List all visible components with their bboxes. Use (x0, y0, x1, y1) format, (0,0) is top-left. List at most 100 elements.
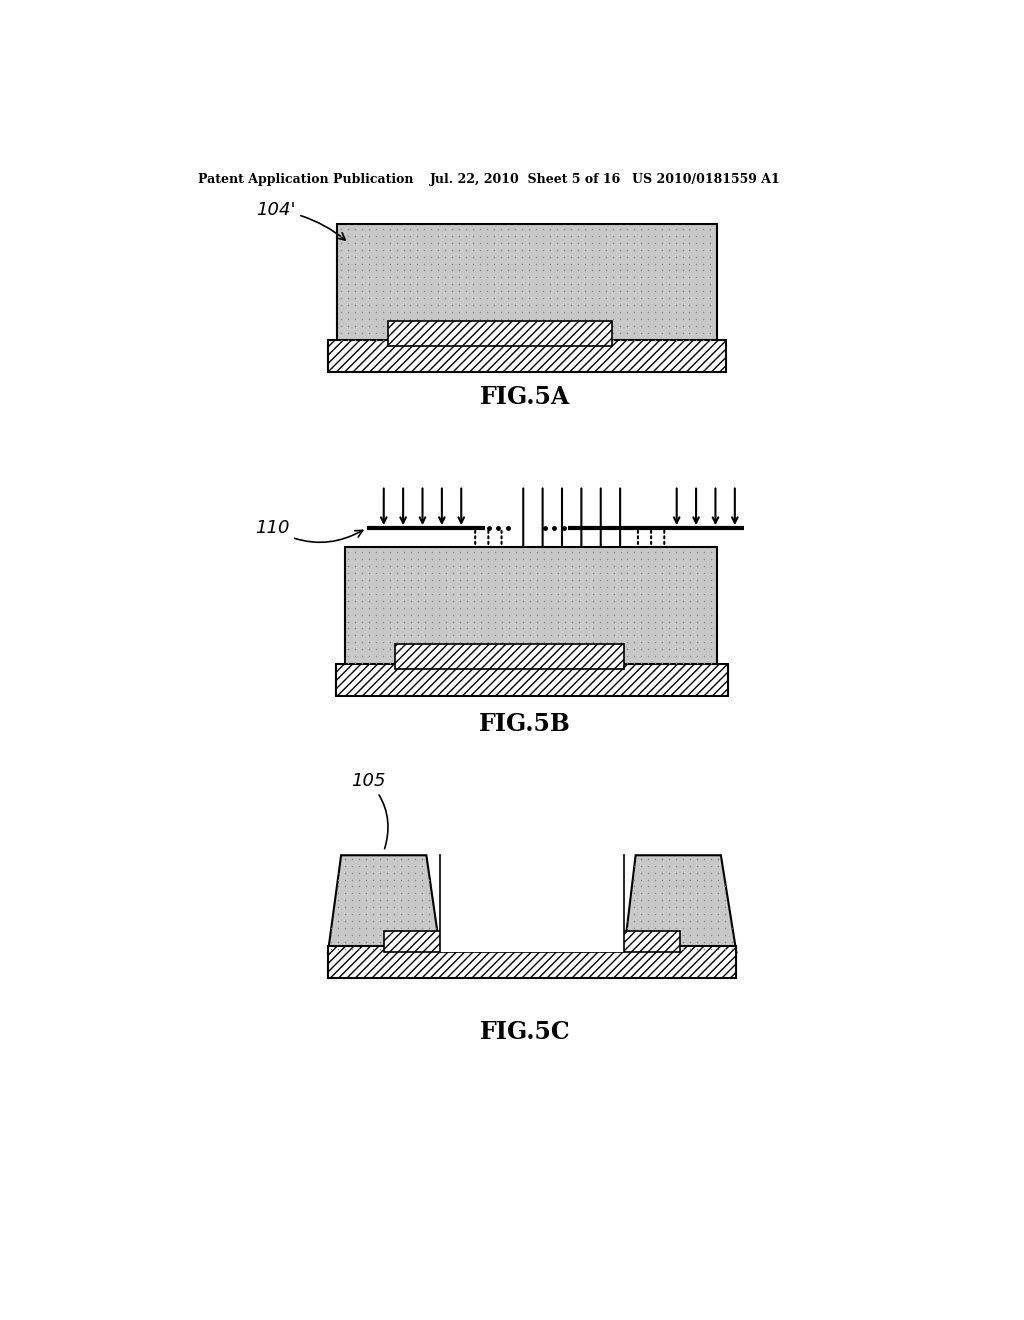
Point (535, 315, 551, 337)
Point (389, 577, 406, 598)
Point (382, 562, 398, 583)
Point (717, 939, 733, 960)
Point (366, 869, 382, 890)
Point (507, 260, 523, 281)
Point (702, 294, 719, 315)
Point (535, 246, 551, 267)
Point (330, 855, 346, 876)
Point (396, 652, 413, 673)
Point (527, 273, 544, 294)
Point (681, 273, 697, 294)
Point (344, 876, 360, 898)
Point (407, 862, 423, 883)
Point (354, 611, 371, 632)
Point (472, 322, 488, 343)
Point (514, 260, 530, 281)
Point (500, 281, 516, 302)
Point (393, 932, 410, 953)
Point (358, 890, 375, 911)
Point (598, 267, 614, 288)
Point (330, 896, 346, 917)
Point (421, 932, 437, 953)
Point (528, 597, 545, 618)
Point (528, 639, 545, 660)
Point (507, 288, 523, 309)
Point (639, 273, 655, 294)
Point (458, 253, 474, 275)
Point (640, 896, 656, 917)
Point (585, 632, 601, 653)
Point (556, 562, 572, 583)
Point (584, 239, 600, 260)
Point (612, 590, 629, 611)
Point (536, 549, 552, 570)
Point (421, 869, 437, 890)
Point (703, 855, 720, 876)
Point (521, 556, 538, 577)
Point (682, 556, 698, 577)
Point (479, 281, 496, 302)
Point (402, 253, 419, 275)
Point (421, 911, 437, 932)
Point (416, 246, 432, 267)
Point (702, 315, 719, 337)
Point (340, 301, 356, 322)
Point (403, 597, 420, 618)
Point (702, 281, 719, 302)
Point (407, 939, 423, 960)
Point (360, 253, 377, 275)
Point (472, 281, 488, 302)
Point (347, 577, 364, 598)
Point (598, 288, 614, 309)
Point (535, 288, 551, 309)
Point (324, 849, 340, 870)
Point (536, 624, 552, 645)
Point (324, 855, 340, 876)
Point (515, 562, 531, 583)
Point (569, 260, 586, 281)
Point (549, 315, 565, 337)
Point (577, 273, 593, 294)
Point (444, 549, 461, 570)
Point (618, 315, 635, 337)
Point (556, 597, 572, 618)
Point (662, 624, 678, 645)
Point (379, 939, 395, 960)
Point (703, 605, 720, 626)
Point (344, 932, 360, 953)
Point (514, 301, 530, 322)
Point (424, 645, 440, 667)
Point (640, 862, 656, 883)
Point (570, 562, 587, 583)
Point (605, 590, 622, 611)
Point (549, 260, 565, 281)
Point (410, 577, 426, 598)
Point (627, 890, 643, 911)
Point (660, 260, 677, 281)
Point (515, 639, 531, 660)
Point (647, 652, 664, 673)
Point (682, 652, 698, 673)
Point (494, 618, 510, 639)
Point (702, 218, 719, 239)
Point (354, 590, 371, 611)
Point (703, 917, 720, 939)
Point (410, 652, 426, 673)
Point (654, 652, 671, 673)
Point (372, 869, 388, 890)
Point (360, 281, 377, 302)
Point (563, 645, 580, 667)
Point (542, 246, 558, 267)
Point (437, 267, 454, 288)
Point (452, 329, 468, 350)
Point (500, 329, 516, 350)
Point (662, 597, 678, 618)
Point (611, 273, 628, 294)
Point (578, 632, 594, 653)
Point (521, 624, 538, 645)
Point (662, 939, 678, 960)
Point (618, 246, 635, 267)
Point (612, 652, 629, 673)
Point (347, 632, 364, 653)
Point (640, 639, 656, 660)
